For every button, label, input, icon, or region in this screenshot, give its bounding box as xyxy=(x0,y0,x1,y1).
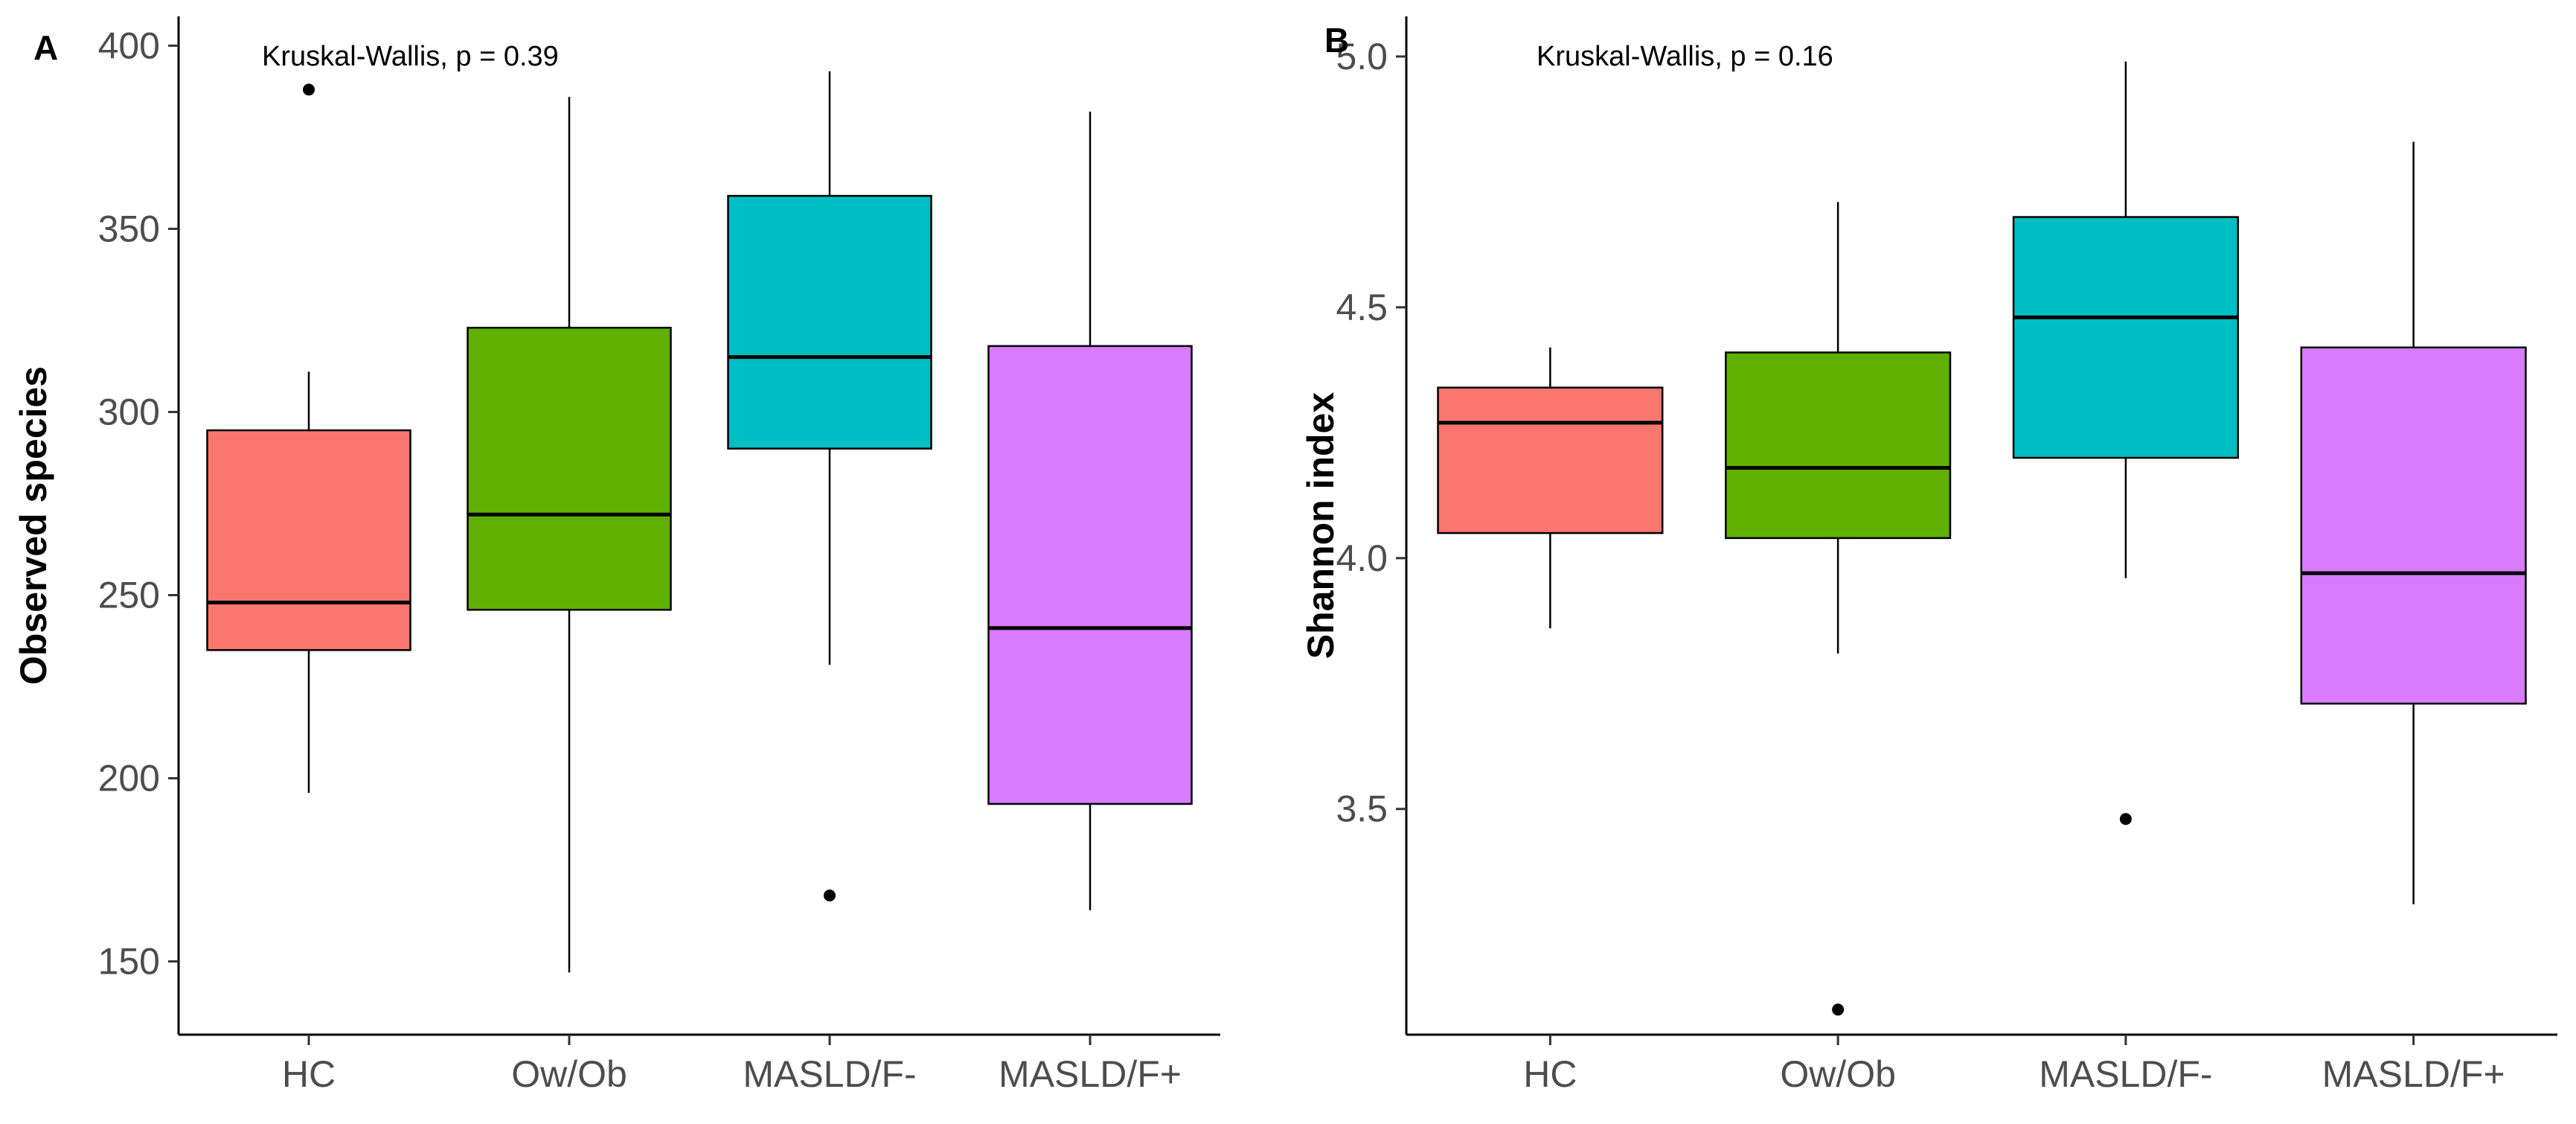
y-tick-label: 200 xyxy=(98,758,160,799)
kruskal-wallis-annotation: Kruskal-Wallis, p = 0.16 xyxy=(1537,41,1833,72)
x-tick-label: MASLD/F- xyxy=(743,1053,916,1095)
x-tick-label: HC xyxy=(282,1053,336,1095)
x-tick-label: Ow/Ob xyxy=(511,1053,627,1095)
box-masld-f- xyxy=(727,71,932,902)
x-tick-label: HC xyxy=(1523,1053,1577,1095)
box-masld-f- xyxy=(987,111,1193,910)
iqr-box xyxy=(467,327,672,611)
y-tick-label: 150 xyxy=(98,941,160,983)
box-masld-f- xyxy=(2300,141,2527,904)
outlier-point xyxy=(1832,1003,1845,1016)
panel-b: 3.5 4.0 4.5 5.0 HC Ow/Ob MASLD/F- MASLD/F+ Shann… xyxy=(1300,16,2557,1095)
y-tick-label: 300 xyxy=(98,391,160,432)
y-axis-title: Shannon index xyxy=(1300,392,1342,660)
x-tick-label: Ow/Ob xyxy=(1780,1053,1896,1095)
y-tick-label: 5.0 xyxy=(1336,36,1388,77)
y-tick-label: 4.0 xyxy=(1336,537,1388,579)
panel-label: B xyxy=(1324,21,1349,60)
y-tick-label: 4.5 xyxy=(1336,287,1388,328)
y-tick-label: 400 xyxy=(98,25,160,66)
panel-label: A xyxy=(33,28,58,67)
box-hc xyxy=(1437,347,1664,629)
x-tick-label: MASLD/F- xyxy=(2039,1053,2212,1095)
box-hc xyxy=(206,83,411,793)
iqr-box xyxy=(2012,216,2239,459)
y-tick-label: 250 xyxy=(98,574,160,616)
iqr-box xyxy=(987,345,1193,805)
panel-a: 150 200 250 300 350 400 HC Ow/Ob MASLD/F- MASLD/F… xyxy=(13,16,1220,1095)
kruskal-wallis-annotation: Kruskal-Wallis, p = 0.39 xyxy=(262,41,559,72)
y-tick-label: 3.5 xyxy=(1336,788,1388,830)
iqr-box xyxy=(1437,386,1664,534)
outlier-point xyxy=(303,83,315,96)
iqr-box xyxy=(2300,346,2527,705)
y-axis-title: Observed species xyxy=(13,366,54,685)
y-tick-label: 350 xyxy=(98,208,160,249)
iqr-box xyxy=(727,194,932,450)
box-ow-ob xyxy=(467,97,672,973)
iqr-box xyxy=(206,429,411,651)
outlier-point xyxy=(2119,813,2132,826)
box-masld-f- xyxy=(2012,61,2239,826)
x-tick-label: MASLD/F+ xyxy=(999,1053,1182,1095)
x-tick-label: MASLD/F+ xyxy=(2322,1053,2505,1095)
iqr-box xyxy=(1725,351,1952,540)
box-ow-ob xyxy=(1725,202,1952,1016)
outlier-point xyxy=(824,890,836,902)
